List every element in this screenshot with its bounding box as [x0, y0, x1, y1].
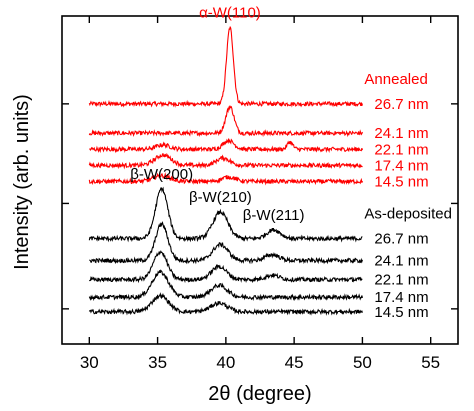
xrd-trace [88, 292, 363, 316]
series-label: 26.7 nm [374, 231, 428, 248]
y-axis-title: Intensity (arb. units) [11, 94, 33, 270]
series-label: 24.1 nm [374, 253, 428, 270]
x-tick-label: 40 [216, 353, 235, 372]
xrd-trace [88, 152, 363, 170]
peak-annotation: β-W(200) [130, 166, 193, 183]
group-label: Annealed [364, 71, 427, 88]
x-axis-title: 2θ (degree) [208, 383, 311, 405]
series-label: 14.5 nm [374, 173, 428, 190]
x-tick-label: 35 [148, 353, 167, 372]
x-tick-label: 30 [80, 353, 99, 372]
series-label: 22.1 nm [374, 272, 428, 289]
group-label: As-deposited [364, 206, 452, 223]
x-tick-label: 55 [421, 353, 440, 372]
xrd-trace [88, 269, 363, 302]
xrd-trace [89, 138, 363, 154]
peak-annotation: β-W(211) [243, 207, 305, 224]
x-tick-label: 50 [353, 353, 372, 372]
series-label: 14.5 nm [374, 304, 428, 321]
plot-frame [61, 15, 459, 345]
series-label: 17.4 nm [374, 157, 428, 174]
traces [88, 26, 363, 316]
xrd-trace [88, 105, 363, 138]
series-label: 24.1 nm [374, 125, 428, 142]
xrd-trace [88, 186, 363, 243]
xrd-trace [88, 172, 363, 186]
axis-ticks [62, 16, 458, 344]
x-tick-label: 45 [285, 353, 304, 372]
series-label: 17.4 nm [374, 289, 428, 306]
peak-annotation: α-W(110) [199, 5, 261, 22]
xrd-trace [89, 220, 363, 265]
x-tick-labels: 30 35 40 45 50 55 [80, 353, 440, 372]
xrd-trace [88, 26, 363, 108]
series-label: 22.1 nm [374, 141, 428, 158]
peak-annotation: β-W(210) [189, 189, 252, 206]
xrd-trace [88, 250, 363, 284]
series-label: 26.7 nm [374, 96, 428, 113]
